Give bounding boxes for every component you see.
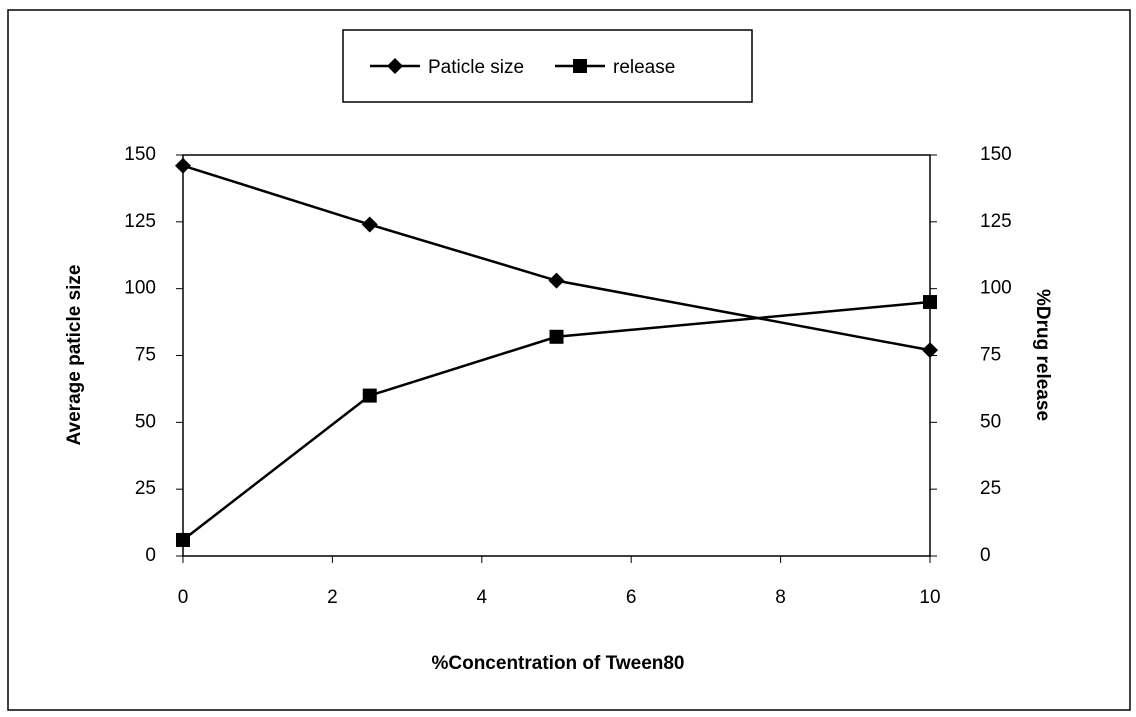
marker xyxy=(361,216,378,233)
y-tick-label: 25 xyxy=(135,478,156,499)
series-line xyxy=(182,300,931,541)
legend-label: release xyxy=(613,57,675,78)
y-axis-title: Average paticle size xyxy=(64,265,85,446)
marker xyxy=(923,295,937,310)
y2-axis-title: %Drug release xyxy=(1032,289,1053,421)
y-tick-label: 0 xyxy=(145,545,156,566)
x-axis-title: %Concentration of Tween80 xyxy=(431,653,684,674)
legend-marker xyxy=(387,58,403,74)
x-tick-label: 4 xyxy=(477,587,488,608)
marker xyxy=(175,157,191,174)
legend-marker xyxy=(573,59,587,73)
y-tick-label: 100 xyxy=(124,278,156,299)
x-tick-label: 0 xyxy=(178,587,189,608)
x-tick-label: 6 xyxy=(626,587,637,608)
marker xyxy=(549,329,564,344)
y2-tick-label: 25 xyxy=(980,478,1001,499)
marker xyxy=(922,342,938,359)
y2-tick-label: 0 xyxy=(980,545,991,566)
y-tick-label: 150 xyxy=(124,144,156,165)
x-tick-label: 8 xyxy=(775,587,786,608)
legend-label: Paticle size xyxy=(428,57,524,78)
marker xyxy=(362,388,377,403)
y-tick-label: 75 xyxy=(135,345,156,366)
series-line xyxy=(182,164,931,352)
y2-tick-label: 150 xyxy=(980,144,1012,165)
plot-area xyxy=(182,154,931,557)
legend-box xyxy=(342,29,753,103)
x-tick-label: 2 xyxy=(327,587,338,608)
y2-tick-label: 100 xyxy=(980,278,1012,299)
y2-tick-label: 125 xyxy=(980,211,1012,232)
y2-tick-label: 75 xyxy=(980,345,1001,366)
marker xyxy=(548,272,565,289)
marker xyxy=(176,532,190,547)
x-tick-label: 10 xyxy=(919,587,940,608)
y-tick-label: 50 xyxy=(135,411,156,432)
y-tick-label: 125 xyxy=(124,211,156,232)
frame xyxy=(7,9,1131,711)
y2-tick-label: 50 xyxy=(980,411,1001,432)
